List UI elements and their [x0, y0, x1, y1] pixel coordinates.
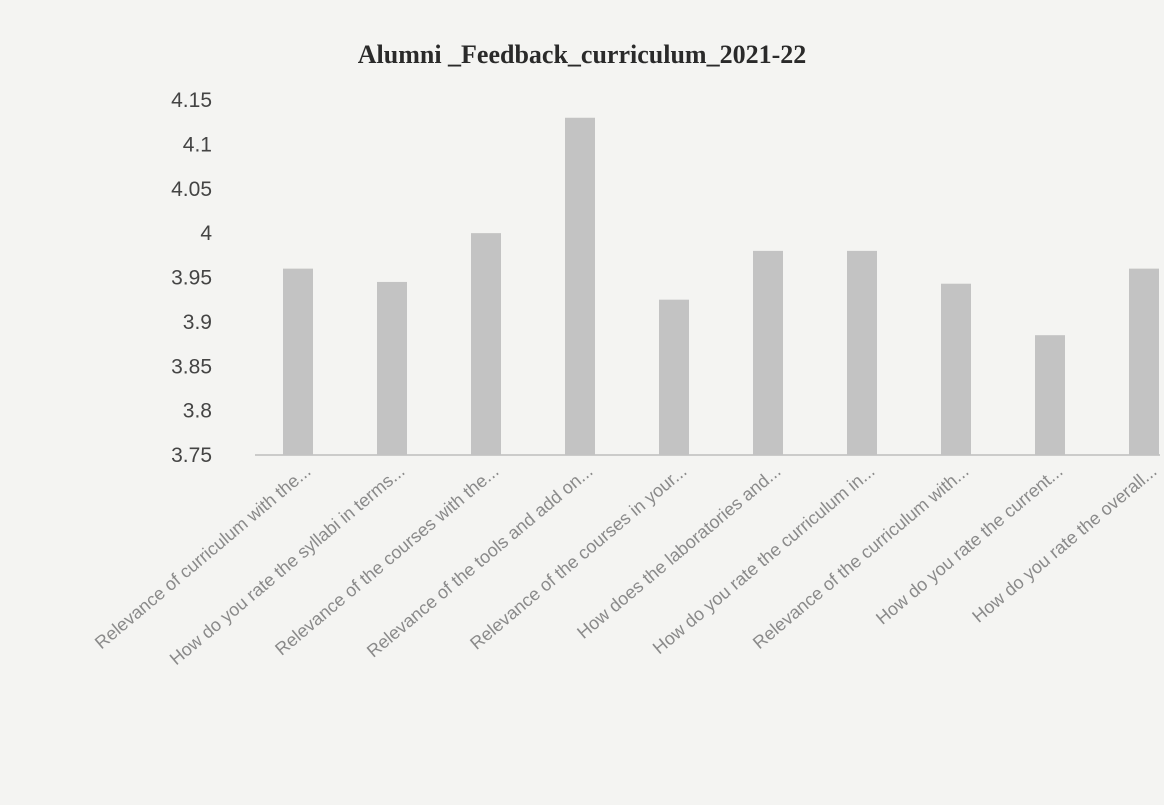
bar: [471, 233, 501, 455]
bar: [1035, 335, 1065, 455]
bar: [283, 268, 313, 455]
bar: [847, 250, 877, 455]
y-tick-label: 4.1: [183, 133, 212, 156]
x-tick-label: How do you rate the current...: [872, 461, 1067, 629]
x-tick-label: How do you rate the overall...: [968, 461, 1160, 627]
bar: [377, 281, 407, 455]
y-tick-label: 4: [200, 222, 212, 245]
chart-title: Alumni _Feedback_curriculum_2021-22: [357, 40, 807, 69]
y-tick-label: 3.9: [183, 311, 212, 334]
y-tick-label: 3.85: [171, 355, 212, 378]
bar: [753, 250, 783, 455]
bar: [941, 283, 971, 455]
y-tick-label: 3.8: [183, 400, 212, 423]
bar: [659, 299, 689, 455]
y-tick-label: 3.75: [171, 444, 212, 467]
x-tick-label: How does the laboratories and...: [573, 461, 784, 643]
bar: [565, 117, 595, 455]
y-tick-label: 4.15: [171, 89, 212, 112]
y-tick-label: 3.95: [171, 267, 212, 290]
bar: [1129, 268, 1159, 455]
y-tick-label: 4.05: [171, 178, 212, 201]
